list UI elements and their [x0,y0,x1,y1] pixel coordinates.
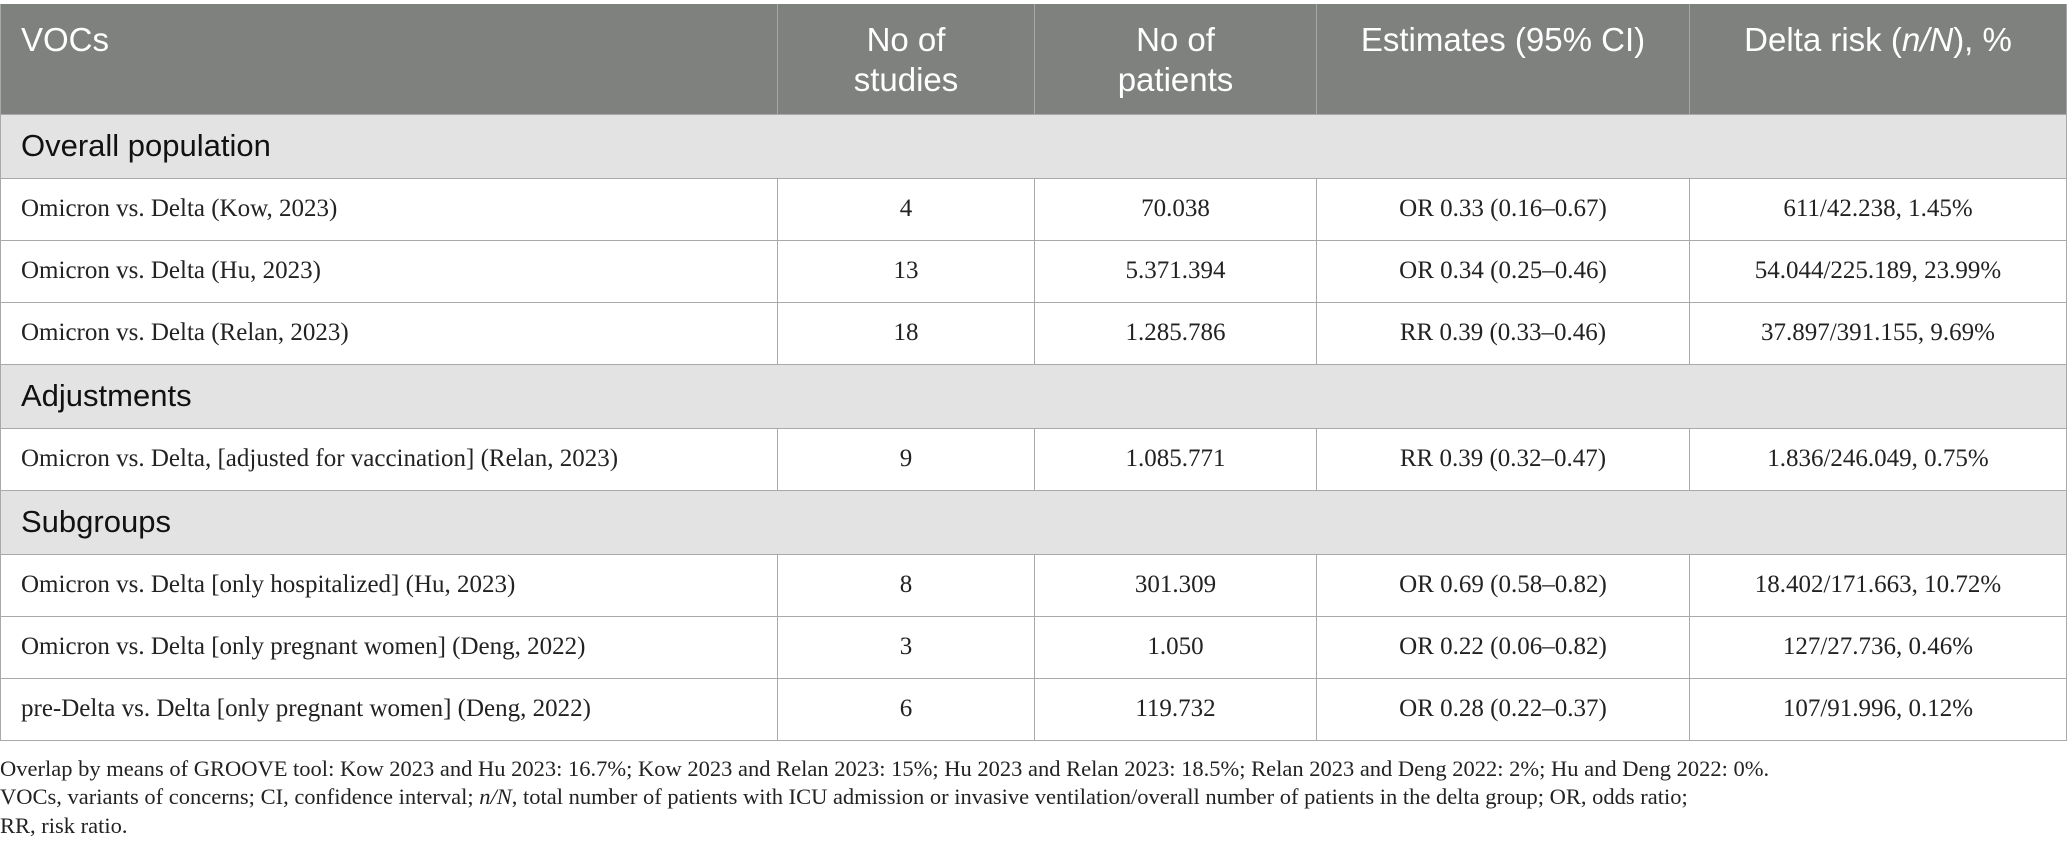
cell-delta-risk: 611/42.238, 1.45% [1689,177,2067,241]
footnote-abbrev-italic: n/N [479,784,512,809]
header-vocs: VOCs [0,4,778,114]
cell-studies: 3 [777,615,1035,679]
voc-table: VOCs No of studies No of patients Estima… [0,4,2067,741]
header-patients-line2: patients [1117,61,1234,98]
table-row: Omicron vs. Delta (Relan, 2023) 18 1.285… [0,301,2067,365]
header-no-of-studies: No of studies [777,4,1035,114]
header-delta-risk-suffix: ), % [1953,21,2012,58]
cell-studies: 13 [777,239,1035,303]
cell-delta-risk: 18.402/171.663, 10.72% [1689,553,2067,617]
cell-patients: 1.050 [1034,615,1317,679]
cell-patients: 70.038 [1034,177,1317,241]
table-row: Omicron vs. Delta [only hospitalized] (H… [0,553,2067,617]
header-delta-risk: Delta risk (n/N), % [1689,4,2067,114]
cell-patients: 119.732 [1034,677,1317,741]
cell-estimate: OR 0.69 (0.58–0.82) [1316,553,1690,617]
table-figure: VOCs No of studies No of patients Estima… [0,4,2067,841]
cell-voc: Omicron vs. Delta (Hu, 2023) [0,239,778,303]
header-row: VOCs No of studies No of patients Estima… [0,4,2067,114]
header-patients-line1: No of [1136,21,1215,58]
cell-studies: 6 [777,677,1035,741]
section-row-adjustments: Adjustments [0,363,2067,429]
cell-voc: Omicron vs. Delta, [adjusted for vaccina… [0,427,778,491]
cell-studies: 8 [777,553,1035,617]
table-row: Omicron vs. Delta, [adjusted for vaccina… [0,427,2067,491]
header-delta-risk-italic: n/N [1901,21,1954,58]
footnote-abbrev-part2: , total number of patients with ICU admi… [511,784,1688,809]
header-studies-line2: studies [853,61,959,98]
cell-voc: Omicron vs. Delta (Kow, 2023) [0,177,778,241]
cell-voc: Omicron vs. Delta [only pregnant women] … [0,615,778,679]
table-row: Omicron vs. Delta [only pregnant women] … [0,615,2067,679]
table-footnote: Overlap by means of GROOVE tool: Kow 202… [0,741,2067,841]
table-row: Omicron vs. Delta (Hu, 2023) 13 5.371.39… [0,239,2067,303]
section-title: Adjustments [0,363,2067,429]
cell-voc: Omicron vs. Delta (Relan, 2023) [0,301,778,365]
header-delta-risk-prefix: Delta risk ( [1744,21,1902,58]
cell-estimate: OR 0.33 (0.16–0.67) [1316,177,1690,241]
cell-patients: 1.085.771 [1034,427,1317,491]
section-title: Subgroups [0,489,2067,555]
cell-studies: 9 [777,427,1035,491]
cell-patients: 5.371.394 [1034,239,1317,303]
table-row: Omicron vs. Delta (Kow, 2023) 4 70.038 O… [0,177,2067,241]
cell-estimate: OR 0.22 (0.06–0.82) [1316,615,1690,679]
cell-delta-risk: 127/27.736, 0.46% [1689,615,2067,679]
cell-voc: pre-Delta vs. Delta [only pregnant women… [0,677,778,741]
section-row-subgroups: Subgroups [0,489,2067,555]
header-studies-line1: No of [866,21,946,58]
cell-estimate: RR 0.39 (0.33–0.46) [1316,301,1690,365]
cell-studies: 18 [777,301,1035,365]
section-title: Overall population [0,113,2067,179]
cell-delta-risk: 37.897/391.155, 9.69% [1689,301,2067,365]
header-estimates: Estimates (95% CI) [1316,4,1690,114]
table-body: Overall population Omicron vs. Delta (Ko… [0,113,2067,741]
footnote-line-overlap: Overlap by means of GROOVE tool: Kow 202… [0,755,1770,781]
cell-voc: Omicron vs. Delta [only hospitalized] (H… [0,553,778,617]
cell-delta-risk: 54.044/225.189, 23.99% [1689,239,2067,303]
cell-patients: 301.309 [1034,553,1317,617]
cell-estimate: OR 0.34 (0.25–0.46) [1316,239,1690,303]
header-no-of-patients: No of patients [1034,4,1317,114]
cell-estimate: RR 0.39 (0.32–0.47) [1316,427,1690,491]
cell-estimate: OR 0.28 (0.22–0.37) [1316,677,1690,741]
footnote-line-abbreviations: VOCs, variants of concerns; CI, confiden… [0,783,2067,812]
section-row-overall: Overall population [0,113,2067,179]
cell-delta-risk: 1.836/246.049, 0.75% [1689,427,2067,491]
cell-patients: 1.285.786 [1034,301,1317,365]
cell-delta-risk: 107/91.996, 0.12% [1689,677,2067,741]
cell-studies: 4 [777,177,1035,241]
footnote-abbrev-part1: VOCs, variants of concerns; CI, confiden… [0,784,480,809]
table-row: pre-Delta vs. Delta [only pregnant women… [0,677,2067,741]
footnote-line-rr: RR, risk ratio. [0,812,128,838]
